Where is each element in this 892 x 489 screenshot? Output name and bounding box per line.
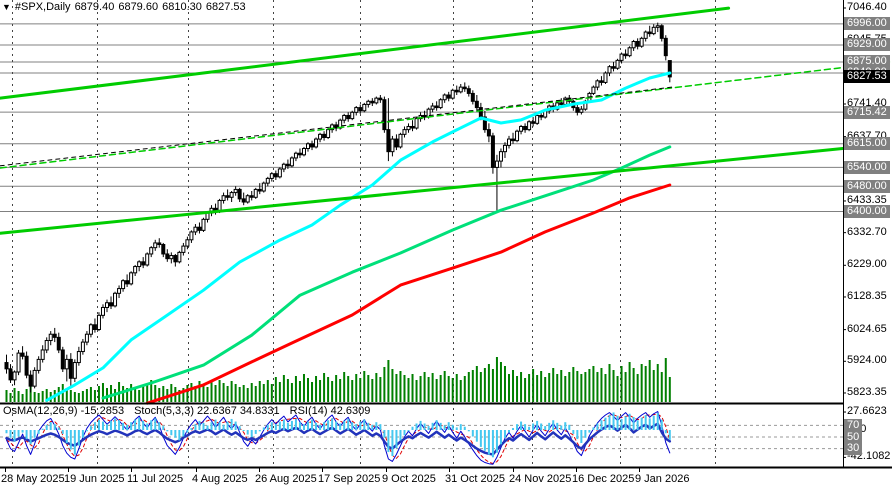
moving-averages bbox=[45, 71, 672, 405]
time-axis[interactable] bbox=[0, 469, 892, 489]
price-tick-label: 5823.35 bbox=[846, 385, 888, 398]
indicator-axis-top-label: 27.6623 bbox=[846, 405, 888, 418]
price-axis[interactable] bbox=[844, 0, 892, 467]
symbol-period-label: #SPX,Daily bbox=[14, 1, 71, 13]
trendlines bbox=[0, 6, 891, 235]
current-price-box: 6827.53 bbox=[844, 70, 890, 84]
date-label: 28 May 2025 bbox=[1, 473, 65, 485]
mid-dashed-green-line bbox=[0, 61, 891, 169]
price-level-box: 6480.00 bbox=[844, 179, 890, 193]
stoch-signal-line bbox=[6, 413, 671, 464]
stoch-main-line bbox=[6, 411, 671, 465]
date-label: 9 Oct 2025 bbox=[382, 473, 436, 485]
date-label: 26 Aug 2025 bbox=[255, 473, 317, 485]
ma-fast bbox=[45, 71, 672, 402]
upper-channel-line bbox=[0, 6, 731, 100]
osma-label: OsMA(12,26,9) -15.2853 bbox=[3, 405, 125, 417]
date-label: 11 Jul 2025 bbox=[127, 473, 184, 485]
stoch-label: Stoch(5,3,3) 22.6367 34.8331 bbox=[134, 405, 280, 417]
price-tick-label: 7046.40 bbox=[846, 1, 888, 13]
symbol-dropdown-icon[interactable]: ▼ bbox=[2, 2, 11, 12]
price-level-box: 6875.00 bbox=[844, 55, 890, 69]
price-tick-label: 6024.65 bbox=[846, 322, 888, 335]
date-label: 9 Jan 2026 bbox=[635, 473, 690, 485]
date-label: 24 Nov 2025 bbox=[509, 473, 572, 485]
ma-slow bbox=[145, 183, 672, 405]
indicator-level-box: 30 bbox=[844, 442, 863, 456]
indicator-level-box: 50 bbox=[844, 430, 863, 444]
price-level-box: 6996.00 bbox=[844, 17, 890, 31]
indicator-values-line: OsMA(12,26,9) -15.2853 Stoch(5,3,3) 22.63… bbox=[3, 405, 380, 417]
date-label: 31 Oct 2025 bbox=[445, 473, 505, 485]
price-level-box: 6929.00 bbox=[844, 38, 890, 52]
rsi-label: RSI(14) 42.6309 bbox=[289, 405, 371, 417]
price-tick-label: 6128.35 bbox=[846, 289, 888, 302]
date-label: 16 Dec 2025 bbox=[572, 473, 635, 485]
price-tick-label: 6433.35 bbox=[846, 193, 888, 206]
frame-lines bbox=[0, 0, 892, 469]
price-tick-label: 5924.00 bbox=[846, 354, 888, 367]
price-level-box: 6615.00 bbox=[844, 137, 890, 151]
indicator-subwindow bbox=[0, 411, 843, 465]
chart-title: ▼ #SPX,Daily 6879.40 6879.60 6810.30 6827.53 bbox=[2, 1, 250, 13]
price-level-box: 6715.42 bbox=[844, 105, 890, 119]
horizontal-level-lines bbox=[0, 23, 843, 212]
mid-dashed-black-line bbox=[0, 86, 673, 167]
date-label: 17 Sep 2025 bbox=[318, 473, 381, 485]
price-level-box: 6540.00 bbox=[844, 160, 890, 174]
ohlc-high: 6879.60 bbox=[118, 1, 159, 13]
ohlc-close: 6827.53 bbox=[205, 1, 246, 13]
indicator-level-box: 70 bbox=[844, 418, 863, 432]
ohlc-open: 6879.40 bbox=[74, 1, 115, 13]
price-tick-label: 6332.70 bbox=[846, 225, 888, 238]
lower-channel-line bbox=[0, 143, 879, 235]
rsi-line bbox=[5, 422, 672, 456]
price-tick-label: 6229.00 bbox=[846, 258, 888, 271]
ohlc-low: 6810.30 bbox=[162, 1, 202, 13]
price-level-box: 6400.00 bbox=[844, 204, 890, 218]
date-label: 4 Aug 2025 bbox=[192, 473, 248, 485]
date-label: 19 Jun 2025 bbox=[64, 473, 125, 485]
osma-histogram bbox=[5, 412, 671, 458]
